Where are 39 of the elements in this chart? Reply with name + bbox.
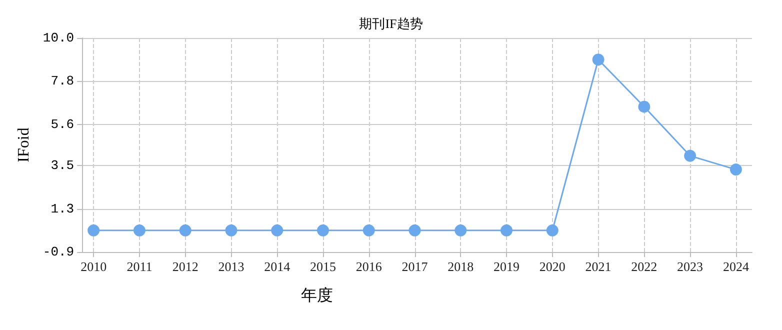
x-tick-label: 2022: [631, 259, 658, 274]
y-tick-label: 3.5: [50, 158, 74, 174]
x-tick-label: 2021: [585, 259, 612, 274]
x-tick-label: 2014: [264, 259, 291, 274]
x-tick-label: 2020: [539, 259, 566, 274]
point: [271, 224, 284, 236]
x-tick-label: 2012: [172, 259, 198, 274]
chart-title: 期刊IF趋势: [359, 16, 423, 31]
point: [225, 224, 238, 236]
point: [408, 224, 421, 236]
x-tick-label: 2015: [310, 259, 336, 274]
y-axis-title: IFoid: [16, 128, 32, 162]
point: [362, 224, 375, 236]
y-tick-label: 1.3: [50, 201, 74, 216]
x-tick-label: 2024: [722, 259, 750, 274]
y-tick-label: -0.9: [42, 244, 74, 260]
point: [684, 150, 696, 162]
x-tick-label: 2013: [218, 259, 244, 274]
point: [179, 224, 192, 236]
x-axis-title: 年度: [301, 286, 334, 304]
point: [133, 224, 146, 236]
x-tick-label: 2011: [126, 259, 152, 274]
point: [638, 100, 650, 113]
point: [592, 54, 604, 66]
y-tick-label: 10.0: [42, 30, 74, 46]
x-tick-label: 2017: [402, 259, 428, 274]
point: [317, 224, 329, 236]
x-tick-label: 2018: [448, 259, 474, 274]
x-tick-label: 2016: [356, 259, 382, 274]
point: [88, 224, 100, 236]
x-tick-label: 2010: [80, 259, 107, 274]
x-tick-label: 2023: [677, 259, 704, 274]
x-tick-label: 2019: [494, 259, 520, 274]
point: [730, 164, 742, 176]
y-tick-label: 7.8: [50, 74, 74, 89]
point: [546, 224, 558, 236]
y-tick-label: 5.6: [50, 116, 74, 132]
point: [454, 224, 467, 236]
point: [500, 224, 513, 236]
